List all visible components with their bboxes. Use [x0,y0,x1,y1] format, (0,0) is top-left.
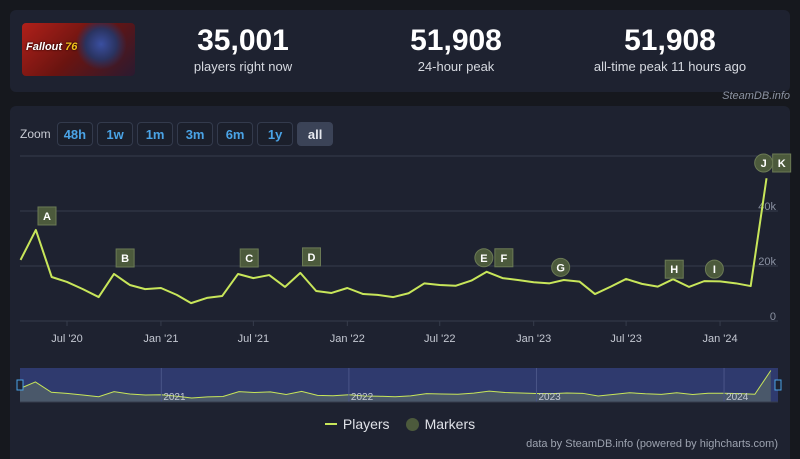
zoom-bar: Zoom 48h 1w 1m 3m 6m 1y all [20,122,334,146]
y-tick-label: 20k [758,256,776,268]
stat-players-now: 35,001 players right now [143,24,343,76]
header-card: Fallout 76 35,001 players right now 51,9… [10,10,790,92]
marker-label: A [43,211,51,223]
highcharts-credit[interactable]: data by SteamDB.info (powered by highcha… [526,438,778,450]
marker-flag-icon [494,248,514,268]
marker-d: D [301,247,321,267]
x-tick-label: Jan '24 [702,333,737,345]
marker-g: G [551,257,571,277]
stat-value: 35,001 [197,24,289,57]
zoom-all-button[interactable]: all [297,122,334,146]
zoom-1w-button[interactable]: 1w [97,122,134,146]
game-logo: Fallout 76 [26,41,78,53]
marker-label: H [670,264,678,276]
legend-item-players[interactable]: Players [324,416,390,432]
x-tick-label: Jan '21 [143,333,178,345]
stat-24h-peak: 51,908 24-hour peak [356,24,556,76]
marker-a: A [37,206,57,226]
players-line [19,178,768,305]
marker-circle-icon [704,259,724,279]
y-tick-label: 0 [770,311,776,323]
legend-label: Markers [424,416,476,432]
marker-e: E [474,248,494,268]
legend-line-icon [324,423,337,425]
navigator-area [20,370,771,402]
marker-label: G [556,262,565,274]
game-image[interactable]: Fallout 76 [22,23,135,76]
zoom-1y-button[interactable]: 1y [257,122,294,146]
marker-flag-icon [772,153,792,173]
zoom-48h-button[interactable]: 48h [56,122,94,146]
marker-circle-icon [551,257,571,277]
x-tick-label: Jul '23 [610,333,641,345]
stat-all-time-peak: 51,908 all-time peak 11 hours ago [570,24,770,76]
marker-h: H [664,259,684,279]
marker-label: F [500,253,507,265]
marker-circle-icon [474,248,494,268]
navigator-label: 2021 [163,392,186,403]
stat-label: players right now [193,59,293,74]
marker-i: I [704,259,724,279]
marker-flag-icon [301,247,321,267]
marker-f: F [494,248,514,268]
marker-label: D [308,252,316,264]
stat-label: 24-hour peak [417,59,495,74]
marker-label: E [480,253,487,265]
stat-value: 51,908 [410,24,502,57]
marker-label: C [245,253,253,265]
stat-label: all-time peak 11 hours ago [593,59,747,74]
navigator-label: 2023 [538,392,561,403]
zoom-1m-button[interactable]: 1m [137,122,174,146]
x-tick-label: Jan '23 [516,333,551,345]
marker-c: C [239,248,259,268]
marker-k: K [772,153,792,173]
navigator-label: 2022 [351,392,374,403]
marker-label: B [121,253,129,265]
x-tick-label: Jul '21 [238,333,269,345]
marker-flag-icon [115,248,135,268]
marker-label: I [713,264,716,276]
marker-label: J [761,158,767,170]
x-tick-label: Jul '20 [51,333,82,345]
navigator-left-handle[interactable] [16,379,24,391]
zoom-label: Zoom [20,127,51,141]
marker-j: J [754,153,774,173]
zoom-6m-button[interactable]: 6m [217,122,254,146]
stat-value: 51,908 [624,24,716,57]
marker-b: B [115,248,135,268]
marker-label: K [778,158,786,170]
x-tick-label: Jan '22 [330,333,365,345]
legend-item-markers[interactable]: Markers [405,416,476,432]
navigator-right-handle[interactable] [774,379,782,391]
zoom-3m-button[interactable]: 3m [177,122,214,146]
marker-flag-icon [664,259,684,279]
x-tick-label: Jul '22 [424,333,455,345]
navigator-label: 2024 [726,392,749,403]
steamdb-credit[interactable]: SteamDB.info [722,90,790,102]
navigator-line [19,370,772,399]
legend: Players Markers [0,416,800,432]
marker-flag-icon [239,248,259,268]
legend-circle-icon [405,417,419,431]
marker-flag-icon [37,206,57,226]
legend-label: Players [342,416,390,432]
